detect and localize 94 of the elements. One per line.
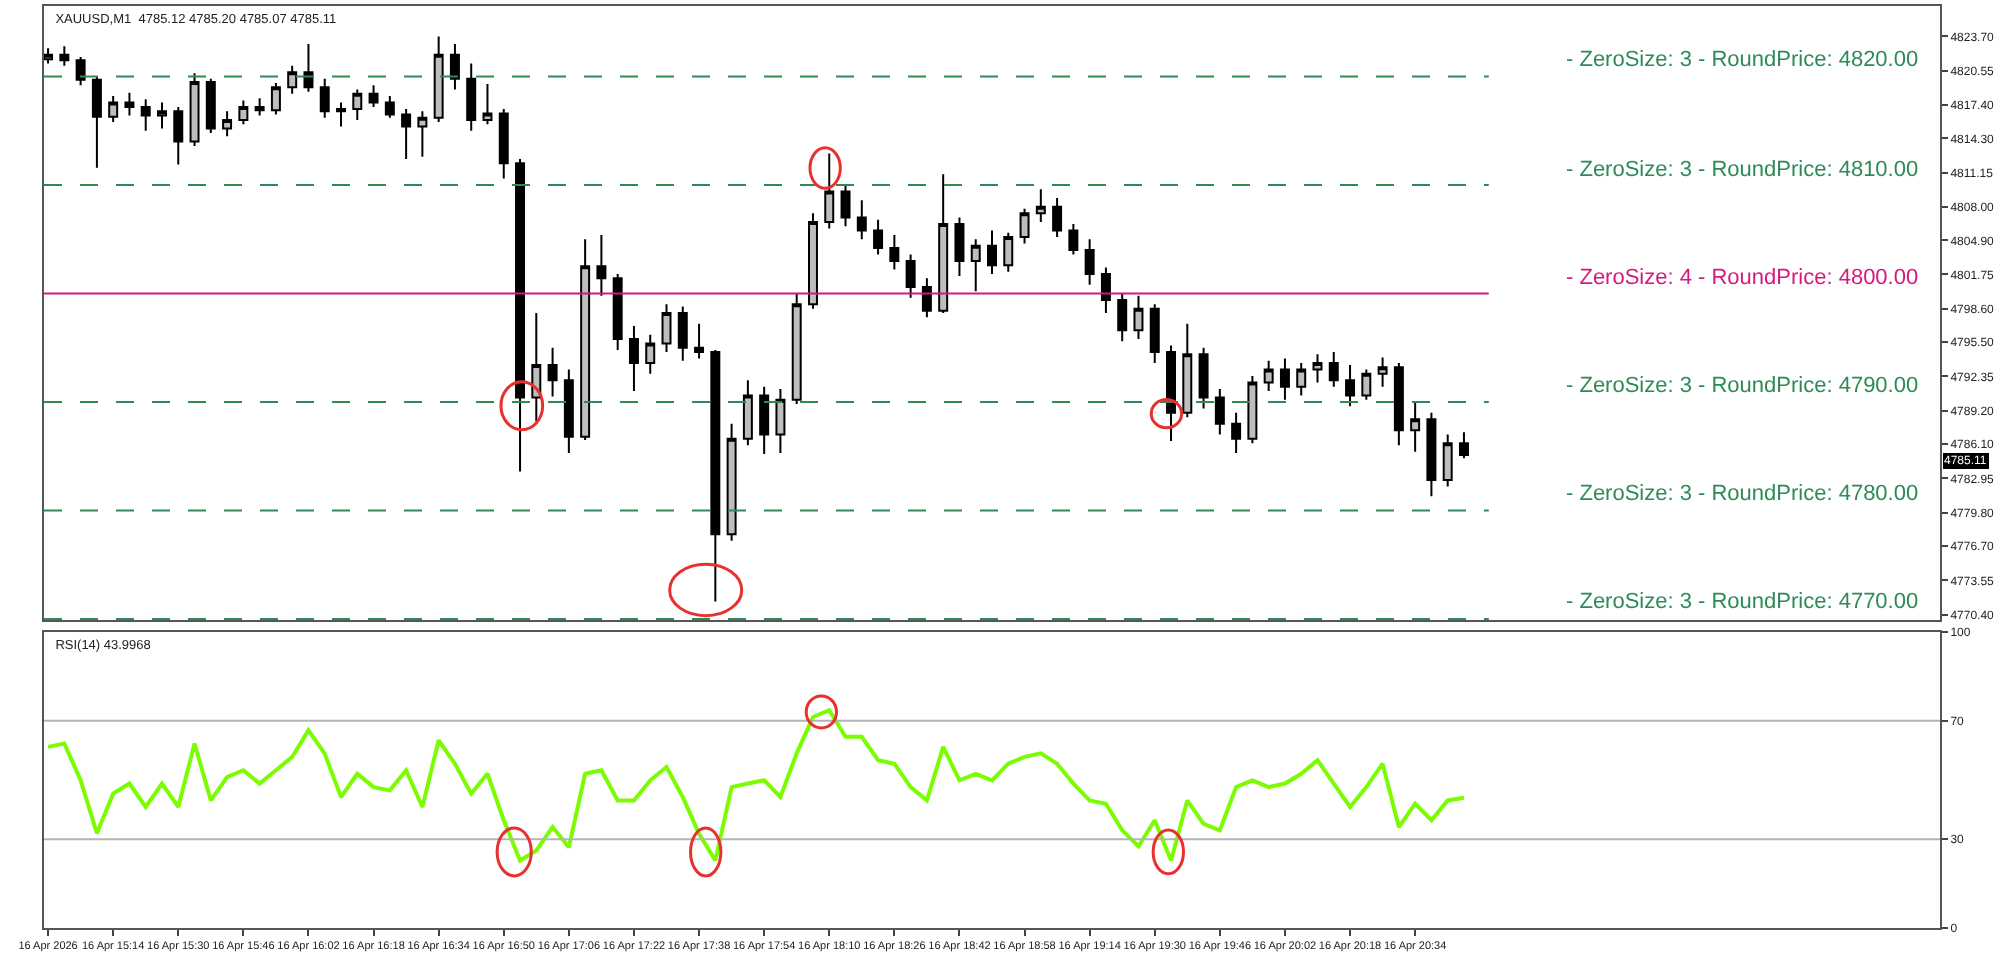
candlestick	[921, 277, 932, 319]
candlestick	[336, 101, 346, 128]
candlestick	[1345, 364, 1356, 408]
candlestick	[482, 83, 493, 126]
candlestick	[1182, 322, 1193, 419]
candlestick	[368, 84, 379, 108]
candlestick	[417, 110, 428, 158]
candlestick	[401, 108, 412, 160]
candlestick	[1003, 231, 1014, 273]
candlestick	[808, 212, 818, 310]
candlestick	[742, 379, 753, 447]
candlestick	[238, 99, 249, 126]
candlestick	[498, 108, 509, 180]
candlestick	[1117, 292, 1128, 343]
candlestick	[287, 64, 298, 95]
candlestick	[856, 199, 867, 241]
candlestick	[449, 42, 460, 91]
candlestick	[59, 45, 70, 67]
candlestick	[791, 292, 802, 406]
candlestick	[173, 105, 184, 166]
candlestick	[157, 101, 167, 130]
candlestick	[91, 75, 102, 169]
candlestick	[222, 110, 233, 138]
candlestick	[1198, 346, 1209, 410]
ref-line-label: - ZeroSize: 3 - RoundPrice: 4820.00	[1566, 48, 1919, 72]
candlestick	[1019, 207, 1030, 245]
candlestick	[547, 346, 558, 398]
candlestick	[531, 312, 542, 423]
candlestick	[319, 77, 330, 119]
candlestick	[905, 253, 916, 299]
candlestick	[1149, 303, 1160, 364]
candlestick	[759, 385, 770, 456]
candlestick	[384, 95, 395, 119]
candlestick	[270, 82, 281, 116]
candlestick	[1328, 351, 1339, 388]
candlestick	[1393, 361, 1404, 447]
candlestick	[628, 325, 639, 393]
candlestick	[1377, 356, 1388, 388]
candlestick	[1133, 294, 1144, 341]
candlestick	[710, 348, 721, 603]
candlestick	[1214, 387, 1225, 436]
ref-line-label: - ZeroSize: 3 - RoundPrice: 4780.00	[1566, 482, 1919, 506]
candlestick	[1035, 188, 1046, 223]
candlestick	[645, 333, 656, 375]
ref-line-label: - ZeroSize: 4 - RoundPrice: 4800.00	[1566, 266, 1919, 290]
candlestick	[563, 368, 574, 454]
candlestick	[1442, 433, 1453, 488]
candlestick	[938, 173, 949, 314]
candlestick	[954, 216, 965, 278]
candlestick	[1068, 223, 1079, 256]
candlestick	[466, 62, 477, 132]
candlestick	[694, 322, 705, 360]
candlestick	[1361, 368, 1372, 401]
candlestick	[661, 303, 672, 354]
candlestick	[433, 35, 444, 124]
candlestick	[970, 238, 981, 293]
candlestick	[612, 272, 623, 351]
candlestick	[726, 422, 737, 542]
candlestick	[889, 233, 900, 271]
candlestick	[987, 229, 997, 275]
candlestick	[1166, 344, 1176, 442]
candlestick	[1312, 353, 1323, 384]
candlestick	[775, 387, 786, 454]
ref-line-label: - ZeroSize: 3 - RoundPrice: 4810.00	[1566, 158, 1919, 182]
ref-line-label: - ZeroSize: 3 - RoundPrice: 4770.00	[1566, 590, 1919, 614]
candlestick	[596, 233, 607, 297]
candlestick	[1458, 431, 1469, 460]
candlestick	[352, 88, 363, 121]
candlestick	[1100, 266, 1111, 314]
candlestick	[140, 98, 151, 132]
candlestick	[205, 77, 216, 134]
candlestick	[189, 72, 200, 147]
candlestick	[1296, 361, 1307, 397]
candlestick	[1426, 411, 1437, 498]
candlestick	[254, 97, 265, 117]
candlestick	[873, 218, 884, 256]
candlestick	[1084, 238, 1095, 286]
candlestick	[44, 47, 54, 65]
candlestick	[677, 305, 688, 362]
candlestick	[515, 157, 526, 473]
candlestick	[303, 42, 314, 93]
candlestick	[824, 152, 835, 230]
candlestick	[840, 184, 851, 228]
candlestick	[580, 238, 591, 441]
candlestick	[1052, 197, 1063, 239]
candlestick	[1231, 411, 1242, 454]
candlestick	[1263, 359, 1274, 393]
candlestick	[1247, 374, 1258, 445]
candlestick	[124, 91, 135, 117]
candlestick	[75, 55, 86, 87]
candlestick	[1410, 400, 1421, 453]
candlestick	[1279, 357, 1290, 401]
ref-line-label: - ZeroSize: 3 - RoundPrice: 4790.00	[1566, 374, 1919, 398]
candlestick	[108, 95, 119, 124]
